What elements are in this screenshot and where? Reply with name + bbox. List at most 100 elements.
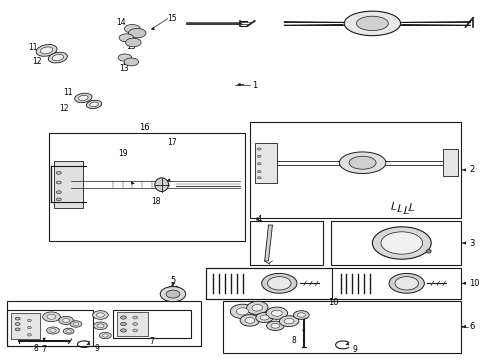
- Bar: [331, 221, 461, 265]
- Ellipse shape: [262, 274, 297, 293]
- Ellipse shape: [56, 191, 61, 194]
- Ellipse shape: [426, 249, 431, 253]
- Ellipse shape: [372, 227, 431, 259]
- Bar: [49, 133, 245, 241]
- Ellipse shape: [124, 24, 140, 33]
- Ellipse shape: [266, 307, 288, 319]
- Ellipse shape: [73, 323, 79, 325]
- Text: 13: 13: [126, 42, 136, 51]
- Ellipse shape: [78, 95, 88, 100]
- Ellipse shape: [63, 318, 70, 323]
- Ellipse shape: [260, 315, 269, 320]
- Ellipse shape: [356, 16, 388, 31]
- Ellipse shape: [256, 312, 273, 323]
- Bar: [54, 161, 83, 208]
- Ellipse shape: [271, 324, 280, 328]
- Text: 7: 7: [149, 338, 154, 346]
- Bar: [250, 122, 461, 218]
- Text: 9: 9: [353, 345, 358, 354]
- Ellipse shape: [124, 58, 139, 66]
- Ellipse shape: [70, 321, 82, 327]
- Ellipse shape: [284, 318, 294, 324]
- Text: 5: 5: [171, 276, 175, 284]
- Text: 14: 14: [117, 18, 126, 27]
- Text: 11: 11: [63, 89, 73, 98]
- Ellipse shape: [381, 232, 422, 254]
- Text: 6: 6: [469, 322, 475, 331]
- Ellipse shape: [252, 305, 263, 311]
- Bar: [11, 313, 40, 339]
- Text: 2: 2: [469, 166, 475, 175]
- Bar: [223, 301, 461, 353]
- Ellipse shape: [27, 333, 31, 336]
- Ellipse shape: [344, 11, 401, 36]
- Bar: [117, 312, 148, 336]
- Ellipse shape: [50, 329, 56, 332]
- Ellipse shape: [257, 148, 261, 150]
- Ellipse shape: [294, 311, 309, 319]
- Ellipse shape: [297, 313, 305, 317]
- Text: 1: 1: [252, 81, 258, 90]
- Ellipse shape: [395, 276, 418, 290]
- Ellipse shape: [49, 52, 67, 63]
- Ellipse shape: [86, 100, 102, 109]
- Text: 12: 12: [32, 58, 41, 67]
- Ellipse shape: [121, 316, 126, 319]
- Bar: [7, 301, 201, 346]
- Ellipse shape: [279, 316, 299, 327]
- Ellipse shape: [349, 156, 376, 169]
- Ellipse shape: [56, 198, 61, 201]
- Text: 18: 18: [151, 197, 161, 206]
- Bar: [113, 310, 191, 338]
- Ellipse shape: [166, 290, 180, 298]
- Text: 19: 19: [119, 149, 128, 158]
- Bar: [255, 143, 277, 183]
- Ellipse shape: [15, 323, 20, 325]
- Ellipse shape: [257, 163, 261, 165]
- Ellipse shape: [66, 330, 72, 333]
- Ellipse shape: [160, 287, 186, 302]
- Ellipse shape: [43, 312, 60, 322]
- Ellipse shape: [240, 315, 260, 326]
- Ellipse shape: [102, 334, 108, 337]
- Ellipse shape: [245, 318, 255, 323]
- Polygon shape: [265, 225, 272, 261]
- Text: 8: 8: [292, 336, 296, 345]
- Ellipse shape: [63, 328, 74, 334]
- Text: 3: 3: [469, 239, 475, 248]
- Bar: [250, 221, 323, 265]
- Text: 11: 11: [28, 43, 38, 52]
- Text: 4: 4: [257, 215, 262, 224]
- Ellipse shape: [15, 317, 20, 320]
- Ellipse shape: [90, 102, 98, 107]
- Ellipse shape: [268, 276, 291, 290]
- Ellipse shape: [27, 326, 31, 329]
- Ellipse shape: [119, 34, 134, 42]
- Text: 16: 16: [139, 123, 150, 132]
- Ellipse shape: [246, 301, 268, 314]
- Text: 13: 13: [120, 64, 129, 73]
- Ellipse shape: [74, 93, 92, 103]
- Ellipse shape: [47, 327, 59, 334]
- Ellipse shape: [52, 54, 64, 61]
- Text: 12: 12: [59, 104, 69, 113]
- Bar: [443, 149, 458, 176]
- Ellipse shape: [339, 152, 386, 174]
- Bar: [206, 268, 461, 299]
- Text: 15: 15: [168, 14, 177, 23]
- Ellipse shape: [59, 316, 74, 324]
- Ellipse shape: [97, 324, 104, 328]
- Ellipse shape: [133, 329, 138, 332]
- Text: 17: 17: [168, 138, 177, 147]
- Ellipse shape: [230, 304, 255, 319]
- Ellipse shape: [237, 308, 249, 315]
- Bar: [206, 268, 332, 299]
- Ellipse shape: [36, 45, 57, 56]
- Ellipse shape: [94, 322, 107, 330]
- Ellipse shape: [267, 321, 284, 330]
- Text: 8: 8: [33, 343, 38, 353]
- Ellipse shape: [97, 313, 104, 317]
- Ellipse shape: [27, 319, 31, 322]
- Ellipse shape: [389, 274, 424, 293]
- Ellipse shape: [93, 311, 108, 319]
